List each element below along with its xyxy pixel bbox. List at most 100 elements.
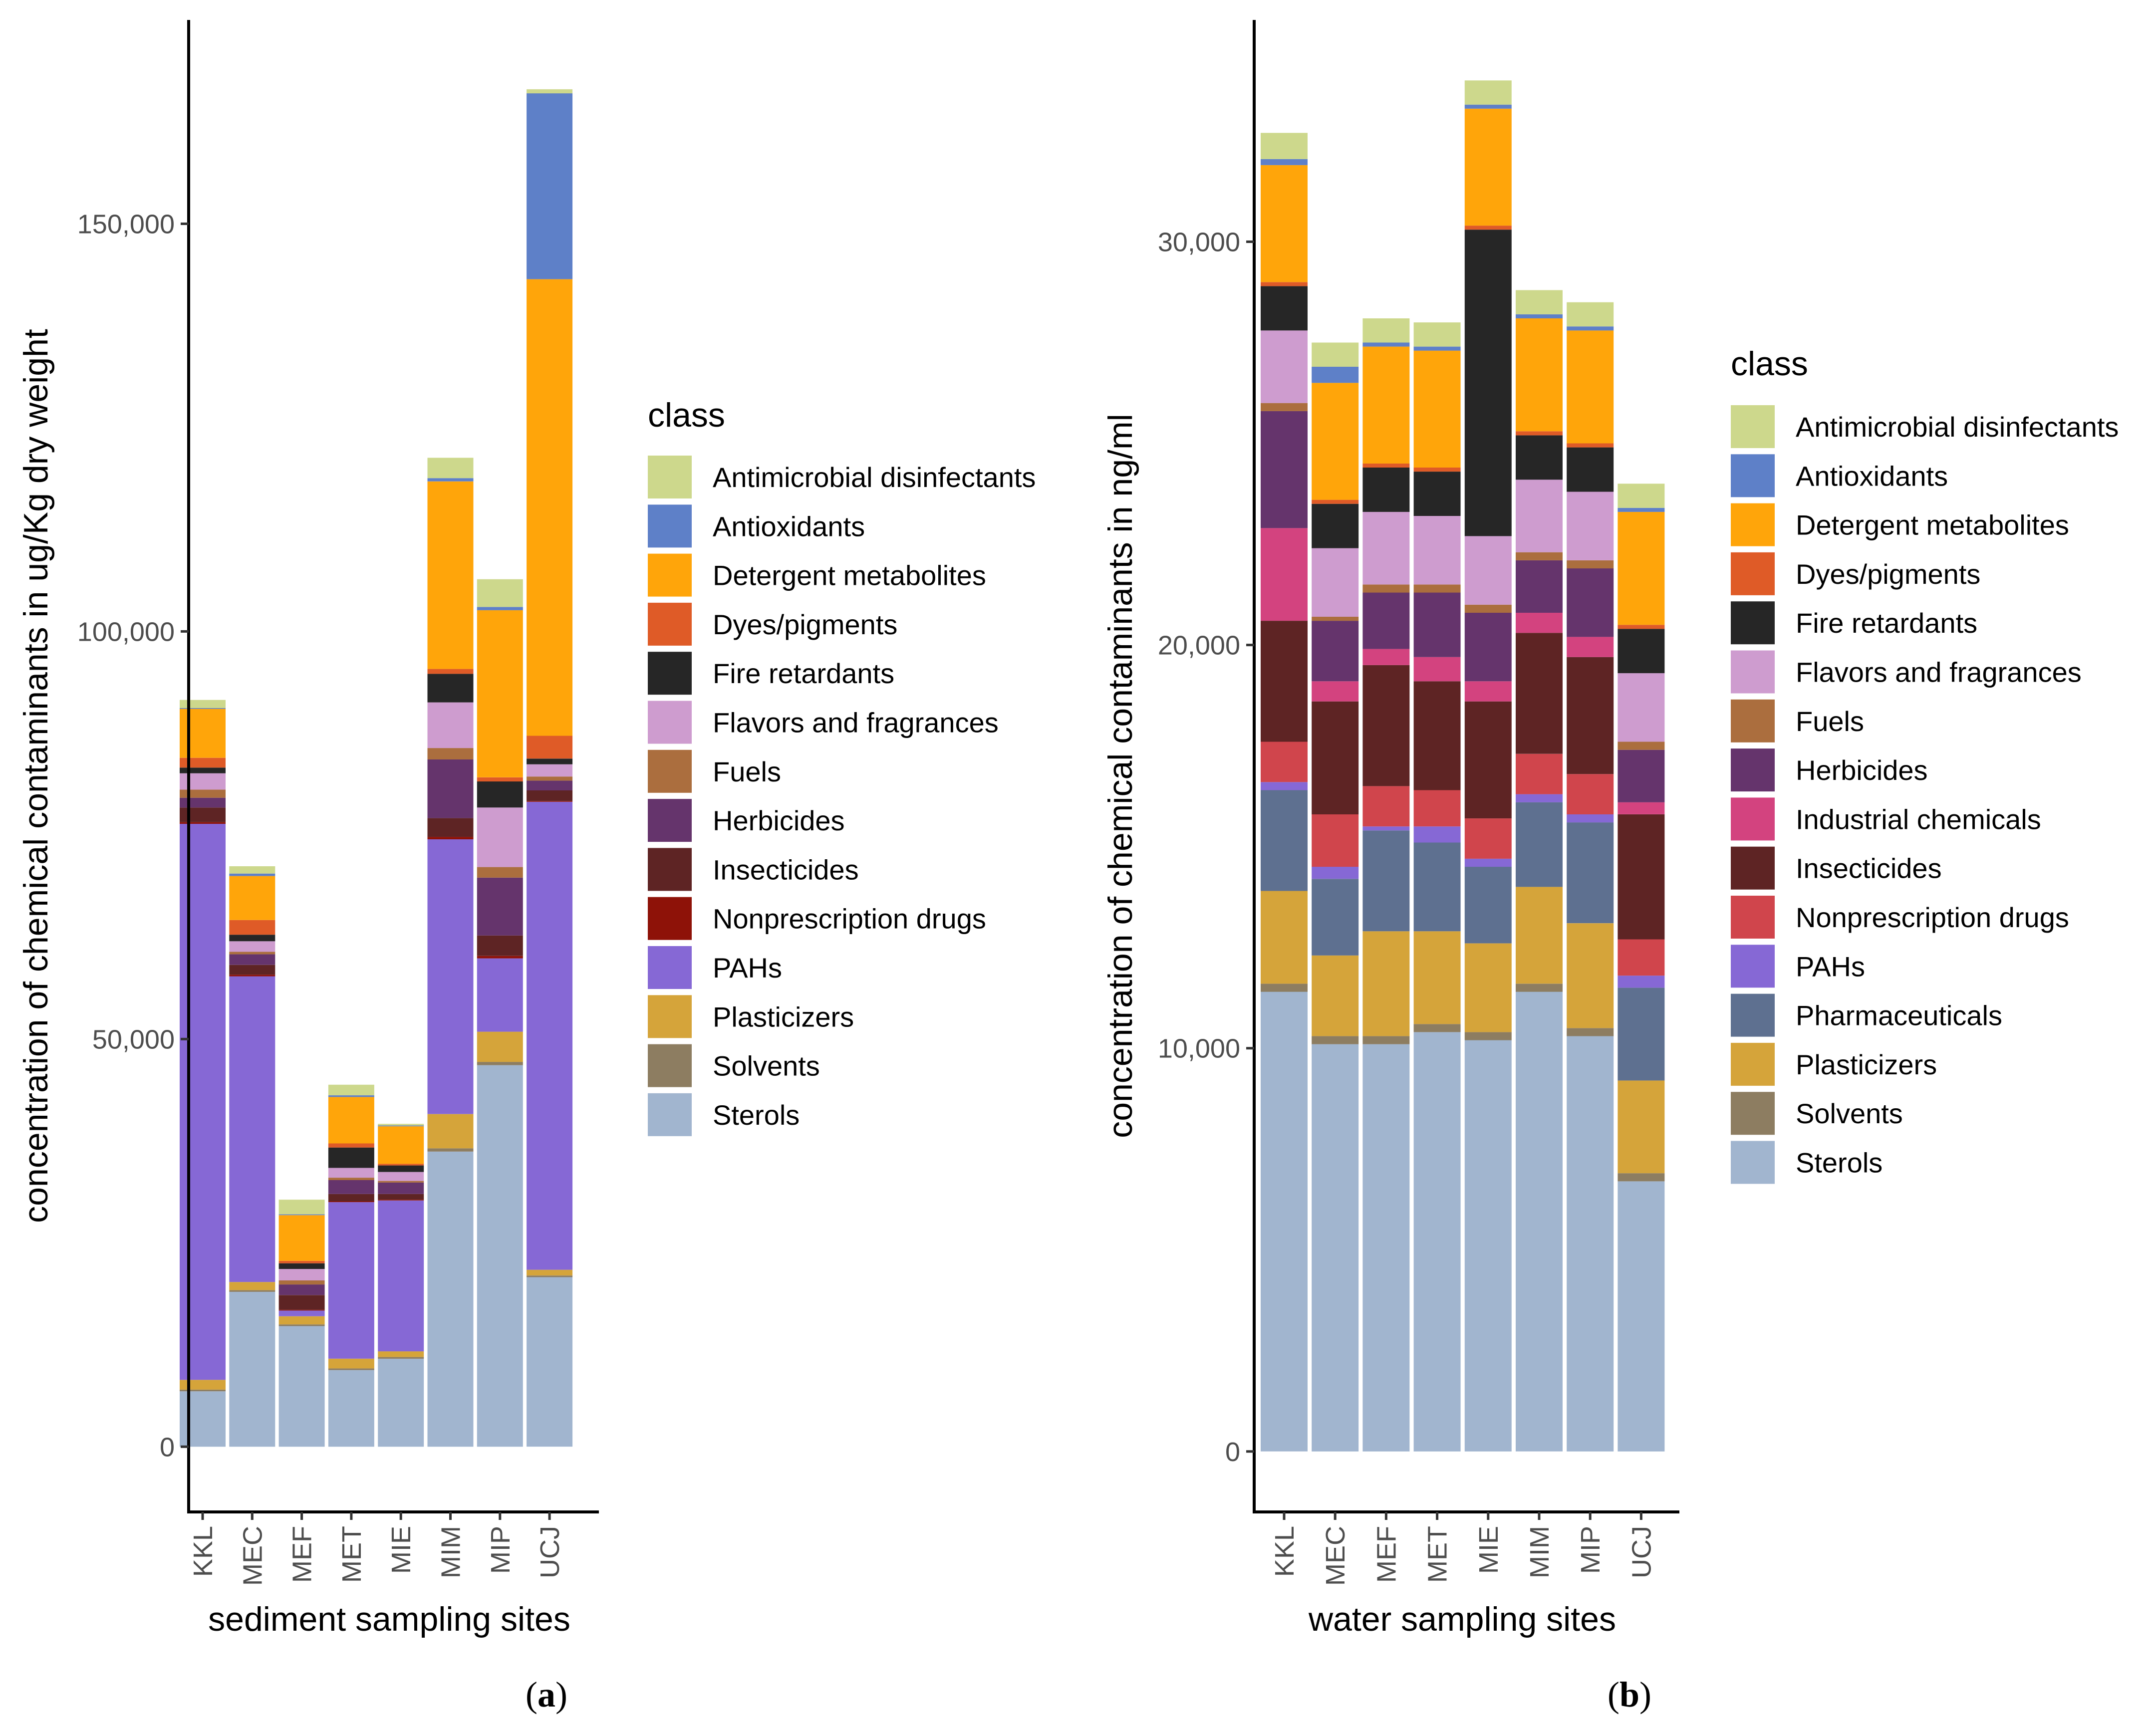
bar-segment-ucj-solvents [527, 1275, 573, 1277]
legend-label-sterols: Sterols [1796, 1147, 1883, 1179]
bar-segment-mim-plasticizers [1516, 887, 1563, 984]
bar-segment-mec-herbicides [1312, 621, 1359, 682]
bar-segment-mef-insecticides [278, 1295, 325, 1310]
bar-segment-mef-fire-retardants [278, 1263, 325, 1269]
bar-segment-mie-fuels [378, 1181, 424, 1183]
y-tick-label: 0 [160, 1432, 175, 1462]
bar-segment-mip-dyes-pigments [477, 777, 523, 782]
bar-segment-kkl-antimicrobial-disinfectants [1261, 133, 1308, 159]
legend-label-plasticizers: Plasticizers [1796, 1049, 1937, 1080]
bar-segment-kkl-solvents [1261, 984, 1308, 992]
bar-segment-ucj-fuels [527, 776, 573, 781]
legend-swatch-plasticizers [648, 995, 692, 1038]
bar-segment-ucj-dyes-pigments [1617, 625, 1665, 629]
legend-label-detergent-metabolites: Detergent metabolites [713, 560, 986, 591]
bar-segment-kkl-nonprescription-drugs [1261, 741, 1308, 782]
bar-segment-mim-detergent-metabolites [427, 481, 474, 669]
bar-segment-mip-pahs [1567, 814, 1614, 823]
y-tick-label: 30,000 [1158, 227, 1240, 257]
bar-segment-mip-flavors-and-fragrances [477, 807, 523, 867]
bar-segment-mef-plasticizers [1362, 931, 1410, 1036]
bar-segment-kkl-industrial-chemicals [1261, 528, 1308, 621]
legend-swatch-nonprescription-drugs [648, 897, 692, 940]
bar-segment-mim-antioxidants [427, 478, 474, 482]
bar-segment-mip-fuels [1567, 560, 1614, 569]
legend-label-sterols: Sterols [713, 1099, 800, 1131]
bar-segment-mim-pahs [427, 839, 474, 1114]
bar-segment-mec-fuels [229, 952, 275, 955]
y-tick-label: 20,000 [1158, 631, 1240, 661]
bar-segment-mef-antimicrobial-disinfectants [278, 1200, 325, 1215]
bar-segment-mec-antioxidants [1312, 367, 1359, 383]
legend-swatch-pharmaceuticals [1731, 993, 1775, 1037]
bar-segment-mec-dyes-pigments [229, 920, 275, 935]
bar-segment-met-antimicrobial-disinfectants [328, 1084, 374, 1095]
bar-segment-met-pahs [1413, 826, 1461, 843]
bar-segment-kkl-fire-retardants [1261, 286, 1308, 331]
legend-label-dyes-pigments: Dyes/pigments [1796, 558, 1980, 590]
legend-label-antimicrobial-disinfectants: Antimicrobial disinfectants [713, 462, 1036, 493]
bar-segment-mip-nonprescription-drugs [1567, 774, 1614, 814]
bar-segment-mim-solvents [1516, 984, 1563, 992]
legend-label-pahs: PAHs [713, 952, 782, 984]
bar-segment-kkl-fuels [180, 789, 226, 798]
bar-segment-mim-pharmaceuticals [1516, 802, 1563, 887]
bar-segment-mef-fire-retardants [1362, 468, 1410, 512]
legend: class Antimicrobial disinfectants Antioxid… [648, 396, 1036, 1136]
bar-segment-mim-sterols [427, 1151, 474, 1447]
bar-segment-met-detergent-metabolites [1413, 350, 1461, 468]
bar-segment-mip-antimicrobial-disinfectants [477, 579, 523, 607]
legend-swatch-insecticides [1731, 846, 1775, 890]
x-tick-label: KKL [1270, 1526, 1300, 1577]
bar-segment-kkl-solvents [180, 1389, 226, 1392]
bar-segment-mef-dyes-pigments [278, 1260, 325, 1263]
bar-segment-mie-fire-retardants [1464, 230, 1512, 536]
bar-segment-ucj-herbicides [1617, 749, 1665, 802]
bar-segment-mip-antioxidants [477, 607, 523, 610]
x-tick-label: KKL [188, 1526, 218, 1577]
legend-label-industrial-chemicals: Industrial chemicals [1796, 803, 2041, 835]
bar-segment-met-antioxidants [1413, 346, 1461, 351]
bar-segment-mef-pahs [1362, 826, 1410, 831]
bar-segment-met-insecticides [328, 1194, 374, 1202]
bar-segment-mec-plasticizers [1312, 955, 1359, 1036]
bar-segment-mie-pharmaceuticals [1464, 867, 1512, 944]
bar-segment-mim-dyes-pigments [1516, 431, 1563, 436]
legend-label-fire-retardants: Fire retardants [713, 658, 894, 689]
bar-segment-kkl-antioxidants [1261, 159, 1308, 165]
bar-segment-mim-plasticizers [427, 1114, 474, 1149]
bar-segment-mie-industrial-chemicals [1464, 681, 1512, 702]
bar-segment-mip-fuels [477, 867, 523, 878]
legend-title: class [648, 396, 725, 434]
bar-segment-mim-antimicrobial-disinfectants [1516, 290, 1563, 314]
bar-segment-kkl-flavors-and-fragrances [180, 773, 226, 790]
bar-segment-mip-insecticides [477, 935, 523, 956]
bar-segment-mef-detergent-metabolites [1362, 346, 1410, 464]
x-tick-label: MIP [1576, 1526, 1606, 1574]
bar-segment-mec-nonprescription-drugs [1312, 814, 1359, 867]
bar-segment-mie-insecticides [378, 1194, 424, 1200]
bar-segment-mim-fuels [427, 748, 474, 759]
bar-segment-mip-detergent-metabolites [477, 610, 523, 777]
legend-title: class [1731, 345, 1808, 383]
legend-label-insecticides: Insecticides [1796, 853, 1942, 884]
bar-segment-mie-antioxidants [378, 1125, 424, 1127]
x-axis-title: sediment sampling sites [208, 1600, 570, 1638]
bar-segment-mip-plasticizers [1567, 923, 1614, 1028]
panel-label: (b) [1608, 1675, 1651, 1715]
legend-swatch-detergent-metabolites [648, 553, 692, 597]
legend-label-flavors-and-fragrances: Flavors and fragrances [713, 707, 999, 739]
bar-segment-mef-sterols [1362, 1044, 1410, 1452]
bar-segment-kkl-antioxidants [180, 708, 226, 709]
legend-label-plasticizers: Plasticizers [713, 1001, 854, 1032]
bar-segment-kkl-insecticides [1261, 621, 1308, 742]
bar-segment-mim-detergent-metabolites [1516, 318, 1563, 432]
bar-segment-mie-fire-retardants [378, 1165, 424, 1172]
bar-segment-mie-detergent-metabolites [378, 1126, 424, 1164]
bar-segment-mie-flavors-and-fragrances [1464, 536, 1512, 605]
bar-segment-met-solvents [328, 1368, 374, 1370]
bar-segment-met-fire-retardants [1413, 472, 1461, 516]
legend-label-dyes-pigments: Dyes/pigments [713, 609, 897, 640]
bar-segment-kkl-nonprescription-drugs [180, 822, 226, 824]
